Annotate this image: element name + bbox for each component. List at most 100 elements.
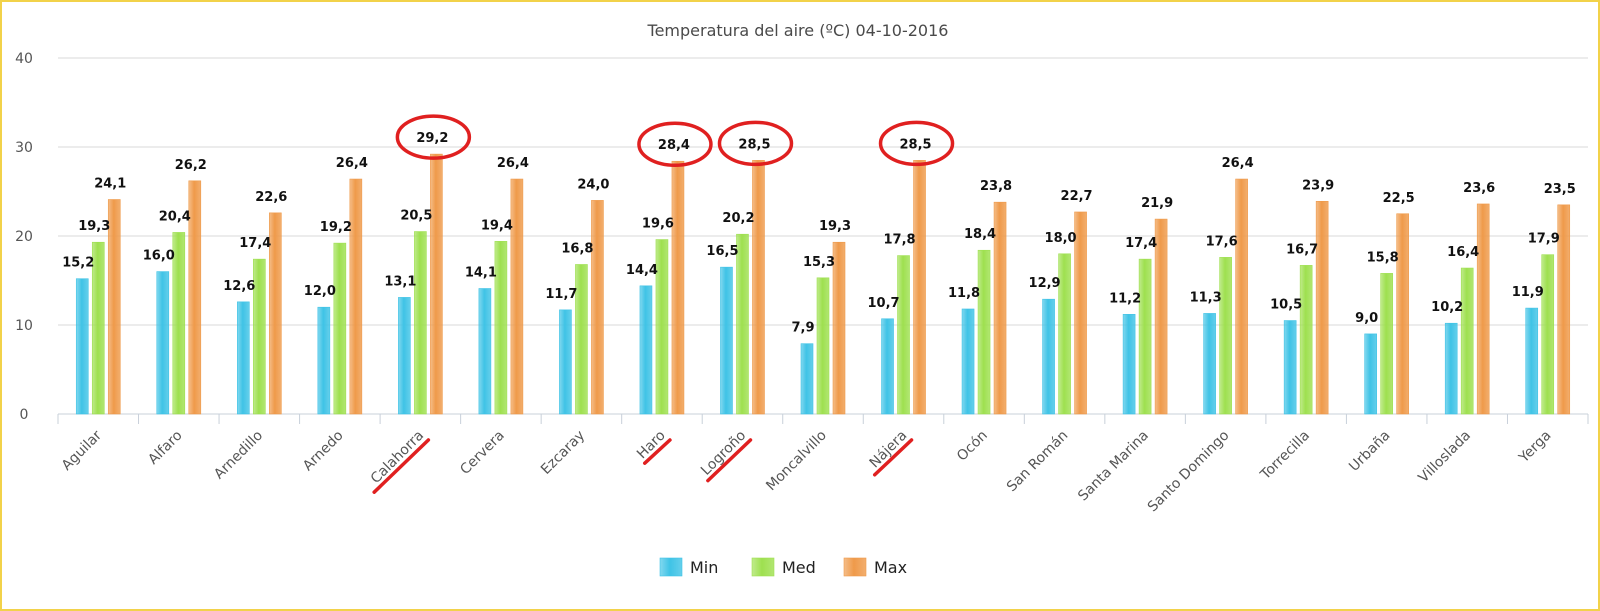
legend-swatch-med <box>751 557 775 577</box>
data-label-max-yerga: 23,5 <box>1544 182 1576 197</box>
bar-med-logrono <box>736 233 749 415</box>
data-label-min-aguilar: 15,2 <box>62 256 94 271</box>
data-label-med-villoslada: 16,4 <box>1447 245 1479 260</box>
bar-med-yerga <box>1541 254 1555 415</box>
legend-label-med: Med <box>782 558 816 577</box>
data-label-min-torrecilla: 10,5 <box>1270 298 1302 313</box>
data-label-min-logrono: 16,5 <box>706 244 738 259</box>
bar-max-najera <box>913 160 926 415</box>
bar-max-moncalvillo <box>832 241 846 415</box>
x-tick-label-moncalvillo: Moncalvillo <box>763 428 830 495</box>
data-label-max-najera: 28,5 <box>899 137 931 152</box>
x-tick-label-santo-domingo: Santo Domingo <box>1145 428 1233 516</box>
y-tick-label: 20 <box>15 229 33 245</box>
bar-med-cervera <box>494 241 508 415</box>
bar-med-ocon <box>977 249 991 415</box>
data-label-med-najera: 17,8 <box>883 233 915 248</box>
data-label-max-logrono: 28,5 <box>738 137 770 152</box>
bar-min-santo-domingo <box>1203 313 1216 415</box>
bar-max-ezcaray <box>591 200 604 415</box>
underline-mark-logrono <box>706 438 753 483</box>
bar-min-ezcaray <box>559 309 572 415</box>
data-label-min-ezcaray: 11,7 <box>545 287 577 302</box>
bar-med-santo-domingo <box>1219 257 1232 415</box>
x-tick-label-torrecilla: Torrecilla <box>1257 428 1313 484</box>
x-tick-label-ezcaray: Ezcaray <box>538 428 588 478</box>
bar-min-torrecilla <box>1283 320 1297 415</box>
gridlines <box>58 57 1588 415</box>
data-label-max-calahorra: 29,2 <box>416 131 448 146</box>
bar-min-cervera <box>478 288 492 415</box>
data-labels: 15,2 19,3 24,1 16,0 20,4 26,2 12,6 17,4 22,6 12,0… <box>62 131 1576 336</box>
highlight-circle-najera <box>878 120 955 167</box>
y-tick-label: 0 <box>20 407 29 423</box>
data-label-min-arnedo: 12,0 <box>304 284 336 299</box>
data-label-max-cervera: 26,4 <box>497 156 529 171</box>
data-label-max-arnedillo: 22,6 <box>255 190 287 205</box>
data-label-min-najera: 10,7 <box>867 296 899 311</box>
data-label-med-santo-domingo: 17,6 <box>1206 234 1238 249</box>
y-tick-label: 10 <box>15 318 33 334</box>
bar-min-moncalvillo <box>800 343 814 415</box>
bar-med-ezcaray <box>575 264 588 415</box>
data-label-max-torrecilla: 23,9 <box>1302 178 1334 193</box>
bar-med-villoslada <box>1460 267 1474 415</box>
legend: Min Med Max <box>659 557 907 577</box>
x-tick-label-ocon: Ocón <box>954 428 991 465</box>
y-axis-ticks: 0 10 20 30 40 <box>15 51 33 423</box>
bar-min-alfaro <box>156 271 170 415</box>
bar-min-arnedillo <box>237 301 250 415</box>
data-label-med-logrono: 20,2 <box>722 211 754 226</box>
x-tick-label-cervera: Cervera <box>457 428 507 478</box>
bar-min-urbana <box>1364 333 1377 415</box>
bar-max-santa-marina <box>1154 218 1168 415</box>
bar-med-arnedo <box>333 242 347 415</box>
data-label-min-ocon: 11,8 <box>948 286 980 301</box>
bar-max-logrono <box>752 160 765 415</box>
legend-swatch-max <box>843 557 867 577</box>
x-axis-ticks: Aguilar Alfaro Arnedillo Arnedo Calahorra Cer… <box>57 414 1589 516</box>
bar-min-najera <box>881 318 894 415</box>
bar-min-yerga <box>1525 307 1539 415</box>
bar-max-arnedo <box>349 178 363 415</box>
data-label-max-villoslada: 23,6 <box>1463 181 1495 196</box>
data-label-med-ezcaray: 16,8 <box>561 241 593 256</box>
legend-swatch-min <box>659 557 683 577</box>
y-tick-label: 40 <box>15 51 33 67</box>
bar-max-san-roman <box>1074 211 1087 415</box>
data-label-max-moncalvillo: 19,3 <box>819 219 851 234</box>
underline-mark-calahorra <box>372 438 431 494</box>
data-label-min-santo-domingo: 11,3 <box>1190 290 1222 305</box>
x-tick-label-aguilar: Aguilar <box>59 427 105 473</box>
data-label-min-moncalvillo: 7,9 <box>791 321 814 336</box>
data-label-med-calahorra: 20,5 <box>400 209 432 224</box>
data-label-med-santa-marina: 17,4 <box>1125 236 1157 251</box>
bar-min-haro <box>639 285 653 415</box>
bar-med-haro <box>655 239 669 415</box>
bar-med-calahorra <box>414 231 427 415</box>
data-label-max-santo-domingo: 26,4 <box>1222 156 1254 171</box>
data-label-med-aguilar: 19,3 <box>78 219 110 234</box>
bar-max-villoslada <box>1476 203 1490 415</box>
highlight-circle-logrono <box>717 120 794 167</box>
data-label-min-haro: 14,4 <box>626 263 658 278</box>
bar-min-san-roman <box>1042 298 1055 415</box>
bar-med-santa-marina <box>1138 258 1152 415</box>
bar-max-alfaro <box>188 180 202 415</box>
bar-med-torrecilla <box>1299 265 1313 415</box>
data-label-max-urbana: 22,5 <box>1383 191 1415 206</box>
bar-med-san-roman <box>1058 253 1071 415</box>
data-label-med-arnedillo: 17,4 <box>239 236 271 251</box>
data-label-max-aguilar: 24,1 <box>94 177 126 192</box>
bar-max-haro <box>671 160 685 415</box>
x-tick-label-villoslada: Villoslada <box>1416 428 1475 487</box>
x-tick-label-arnedillo: Arnedillo <box>211 428 266 483</box>
bar-max-urbana <box>1396 213 1409 415</box>
x-tick-label-urbana: Urbaña <box>1346 428 1393 475</box>
highlight-circle-haro <box>637 121 713 167</box>
bar-min-calahorra <box>398 297 411 415</box>
data-label-med-arnedo: 19,2 <box>320 220 352 235</box>
x-tick-label-yerga: Yerga <box>1515 428 1554 467</box>
data-label-min-arnedillo: 12,6 <box>223 279 255 294</box>
data-label-max-santa-marina: 21,9 <box>1141 196 1173 211</box>
